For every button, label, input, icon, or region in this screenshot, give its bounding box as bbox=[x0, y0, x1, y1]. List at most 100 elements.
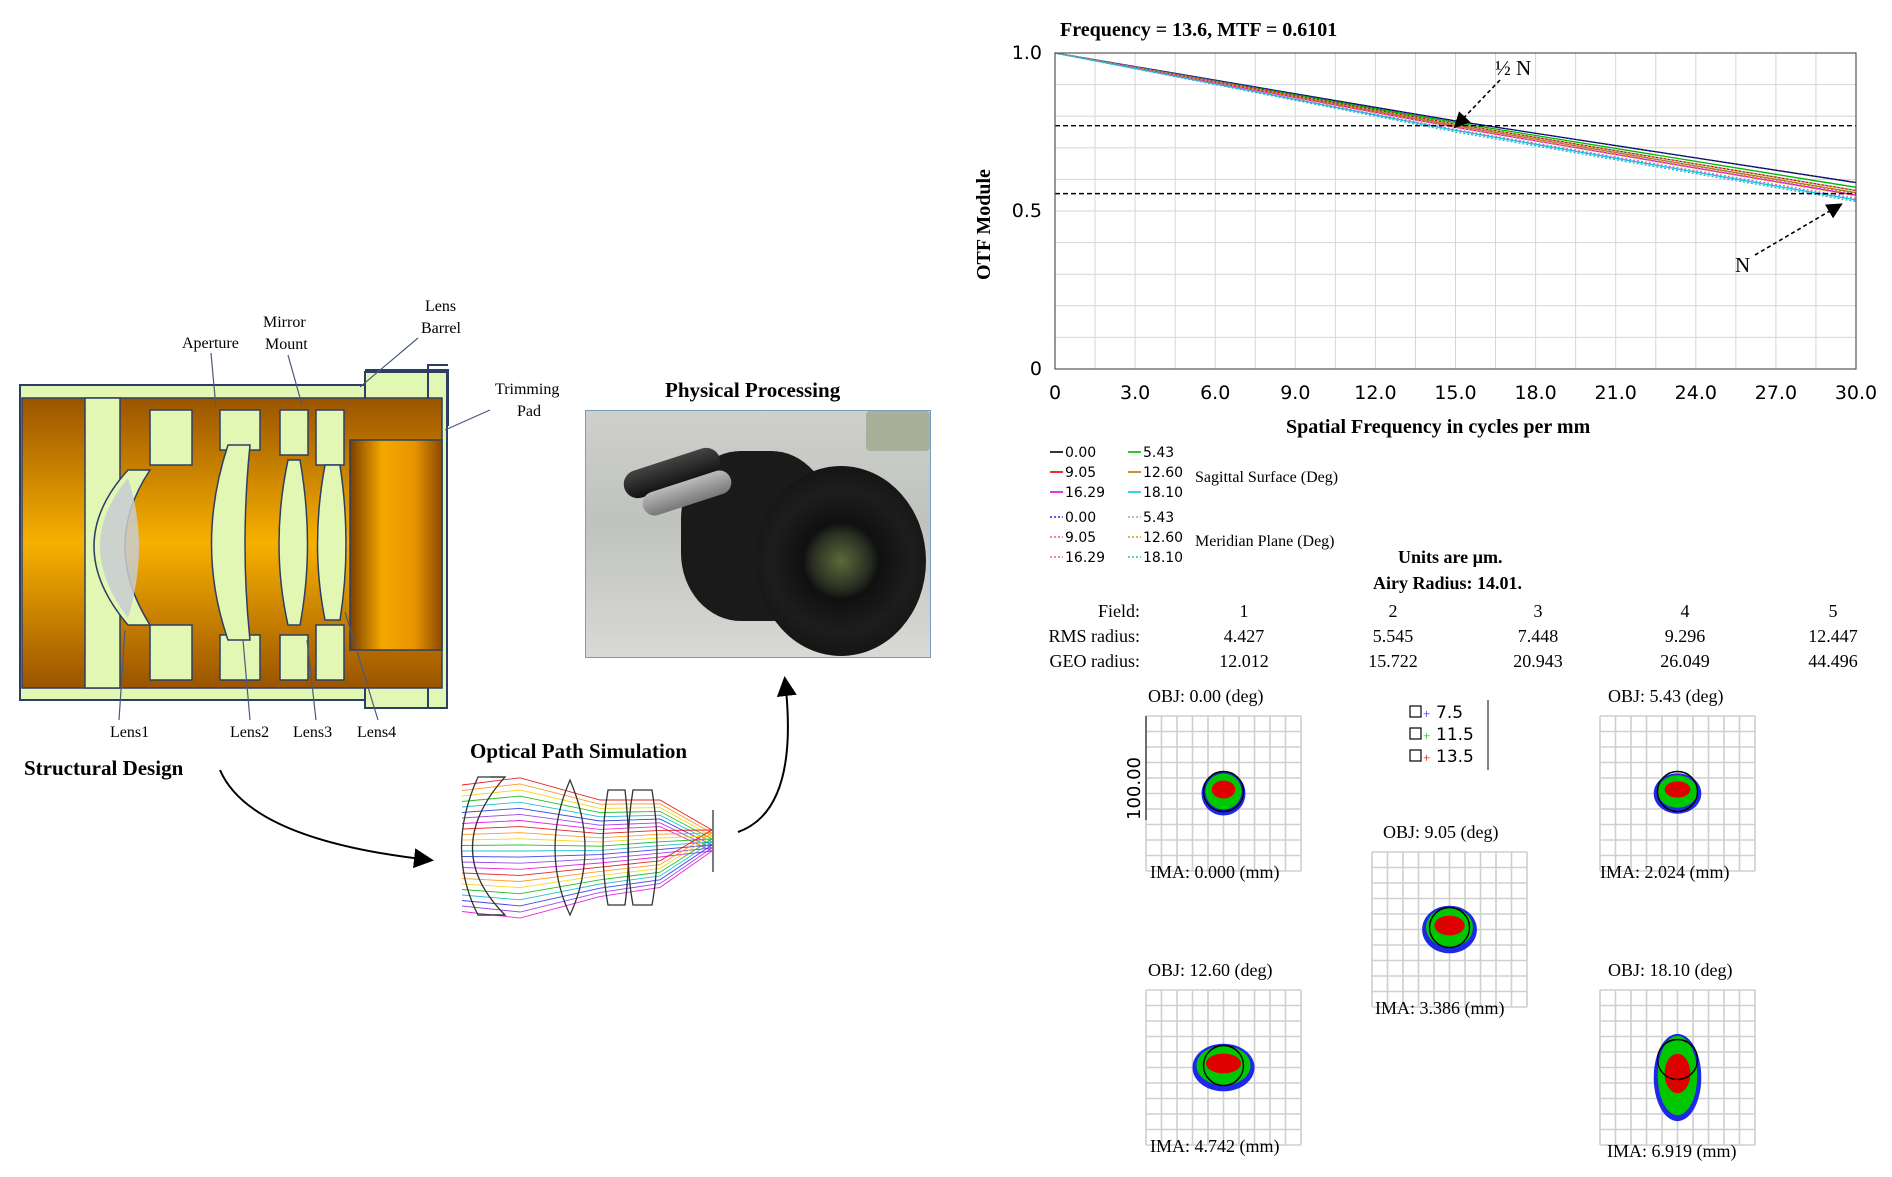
spot-obj-label: OBJ: 0.00 (deg) bbox=[1148, 686, 1264, 707]
ray bbox=[461, 813, 713, 849]
wavelength-checkbox bbox=[1409, 749, 1422, 762]
spot-cell: 20.943 bbox=[1513, 651, 1563, 671]
chart-frame bbox=[1054, 52, 1857, 370]
physical-lens-photo bbox=[585, 410, 931, 658]
spot-cell: 2 bbox=[1389, 601, 1398, 621]
spot-units: Units are µm. bbox=[1398, 547, 1503, 567]
label-lens-barrel-2: Barrel bbox=[421, 320, 462, 337]
ray bbox=[461, 801, 713, 843]
flow-arrow-1 bbox=[219, 769, 434, 869]
ray bbox=[461, 841, 713, 901]
label-trimming-pad-1: Trimming bbox=[495, 381, 559, 398]
ray bbox=[461, 832, 713, 882]
label-lens1: Lens1 bbox=[110, 724, 149, 741]
y-tick-label: 0.5 bbox=[1012, 200, 1042, 222]
ray bbox=[461, 826, 713, 835]
y-tick-label: 0 bbox=[1030, 358, 1042, 380]
legend-sagittal-title: Sagittal Surface (Deg) bbox=[1195, 469, 1338, 486]
ray bbox=[461, 820, 713, 852]
series-line-18-10-dotted bbox=[1054, 52, 1857, 203]
airy-circle bbox=[1428, 906, 1471, 949]
ray bbox=[461, 850, 713, 870]
spot-diagrams: OBJ: 0.00 (deg) IMA: 0.000 (mm) OBJ: 5.43 … bbox=[1145, 686, 1756, 1162]
x-tick-label: 21.0 bbox=[1595, 382, 1637, 404]
caption-physical-processing: Physical Processing bbox=[665, 378, 841, 402]
spot-cell: 5.545 bbox=[1373, 626, 1414, 646]
spot-red bbox=[1434, 915, 1465, 936]
wavelength-label: 11.5 bbox=[1436, 725, 1474, 745]
spot-obj-label: OBJ: 18.10 (deg) bbox=[1608, 960, 1733, 981]
spot-diagram-4: OBJ: 12.60 (deg) IMA: 4.742 (mm) bbox=[1145, 960, 1302, 1157]
label-lens4: Lens4 bbox=[357, 724, 396, 741]
spot-ima-label: IMA: 0.000 (mm) bbox=[1150, 862, 1280, 883]
spot-obj-label: OBJ: 12.60 (deg) bbox=[1148, 960, 1273, 981]
spot-scale-label: 100.00 bbox=[1124, 757, 1145, 820]
optical-path-diagram: Optical Path Simulation bbox=[460, 739, 714, 919]
ray bbox=[461, 777, 713, 831]
series-line-0-00-dotted bbox=[1054, 52, 1857, 184]
ray bbox=[461, 835, 713, 889]
spot-cell: 4 bbox=[1681, 601, 1690, 621]
x-tick-label: 30.0 bbox=[1835, 382, 1877, 404]
spot-red bbox=[1211, 780, 1236, 799]
spot-cell: 12.012 bbox=[1219, 651, 1269, 671]
chart-legend: Sagittal Surface (Deg) Meridian Plane (D… bbox=[1050, 445, 1338, 566]
legend-label: 12.60 bbox=[1143, 465, 1183, 481]
lens4-shape bbox=[316, 464, 347, 621]
spot-ima-label: IMA: 3.386 (mm) bbox=[1375, 998, 1505, 1019]
spot-diagram-panel: Units are µm. Airy Radius: 14.01. Field:… bbox=[1048, 547, 1857, 1162]
airy-circle bbox=[1202, 770, 1245, 813]
legend-label: 9.05 bbox=[1065, 530, 1096, 546]
spot-cell: 3 bbox=[1534, 601, 1543, 621]
spot-cell: 44.496 bbox=[1808, 651, 1858, 671]
spot-cell: 1 bbox=[1240, 601, 1249, 621]
spot-table: Field: 1 2 3 4 5 RMS radius: 4.427 5.545 7.448 9.2… bbox=[1048, 601, 1857, 671]
spot-diagram-1: OBJ: 0.00 (deg) IMA: 0.000 (mm) bbox=[1145, 686, 1302, 883]
x-tick-label: 3.0 bbox=[1120, 382, 1150, 404]
label-mirror-mount-2: Mount bbox=[265, 336, 308, 353]
ray bbox=[461, 835, 713, 843]
x-tick-label: 9.0 bbox=[1280, 382, 1310, 404]
chart-xlabel: Spatial Frequency in cycles per mm bbox=[1286, 416, 1591, 438]
spot-airy-radius: Airy Radius: 14.01. bbox=[1373, 573, 1522, 593]
legend-label: 18.10 bbox=[1143, 550, 1183, 566]
spot-row-label: RMS radius: bbox=[1048, 626, 1140, 646]
x-tick-label: 0 bbox=[1049, 382, 1061, 404]
spot-red bbox=[1664, 781, 1691, 798]
wavelength-label: 13.5 bbox=[1436, 747, 1474, 767]
chart-title: Frequency = 13.6, MTF = 0.6101 bbox=[1060, 19, 1337, 41]
ray bbox=[461, 795, 713, 840]
wavelength-marker: + bbox=[1423, 706, 1430, 721]
optical-lens3 bbox=[602, 789, 630, 906]
optical-lens2 bbox=[554, 778, 586, 917]
wavelength-label: 7.5 bbox=[1436, 703, 1463, 723]
label-lens3: Lens3 bbox=[293, 724, 332, 741]
label-trimming-pad-2: Pad bbox=[517, 403, 541, 420]
x-tick-label: 6.0 bbox=[1200, 382, 1230, 404]
ray bbox=[461, 850, 713, 919]
legend-label: 18.10 bbox=[1143, 485, 1183, 501]
y-tick-label: 1.0 bbox=[1012, 42, 1042, 64]
x-tick-label: 18.0 bbox=[1514, 382, 1556, 404]
spot-diagram-5: OBJ: 18.10 (deg) IMA: 6.919 (mm) bbox=[1599, 960, 1756, 1162]
spot-red bbox=[1205, 1053, 1242, 1074]
ray bbox=[461, 838, 713, 847]
ray bbox=[461, 847, 713, 864]
chart-grid bbox=[1054, 52, 1857, 370]
airy-circle bbox=[1656, 1038, 1699, 1081]
spot-diagram-2: OBJ: 5.43 (deg) IMA: 2.024 (mm) bbox=[1599, 686, 1756, 883]
ray-fan bbox=[461, 777, 713, 919]
wavelength-checkbox bbox=[1409, 727, 1422, 740]
chart-ylabel: OTF Module bbox=[973, 169, 995, 280]
x-tick-label: 27.0 bbox=[1755, 382, 1797, 404]
airy-circle bbox=[1202, 1044, 1245, 1087]
wavelength-legend: +7.5 + 11.5 + 13.5 bbox=[1409, 700, 1489, 770]
x-tick-label: 15.0 bbox=[1434, 382, 1476, 404]
spot-row-label: Field: bbox=[1098, 601, 1140, 621]
flow-arrow-2 bbox=[737, 676, 797, 833]
legend-label: 16.29 bbox=[1065, 485, 1105, 501]
spot-cell: 4.427 bbox=[1224, 626, 1265, 646]
ray bbox=[462, 841, 713, 852]
wavelength-marker: + bbox=[1423, 728, 1430, 743]
